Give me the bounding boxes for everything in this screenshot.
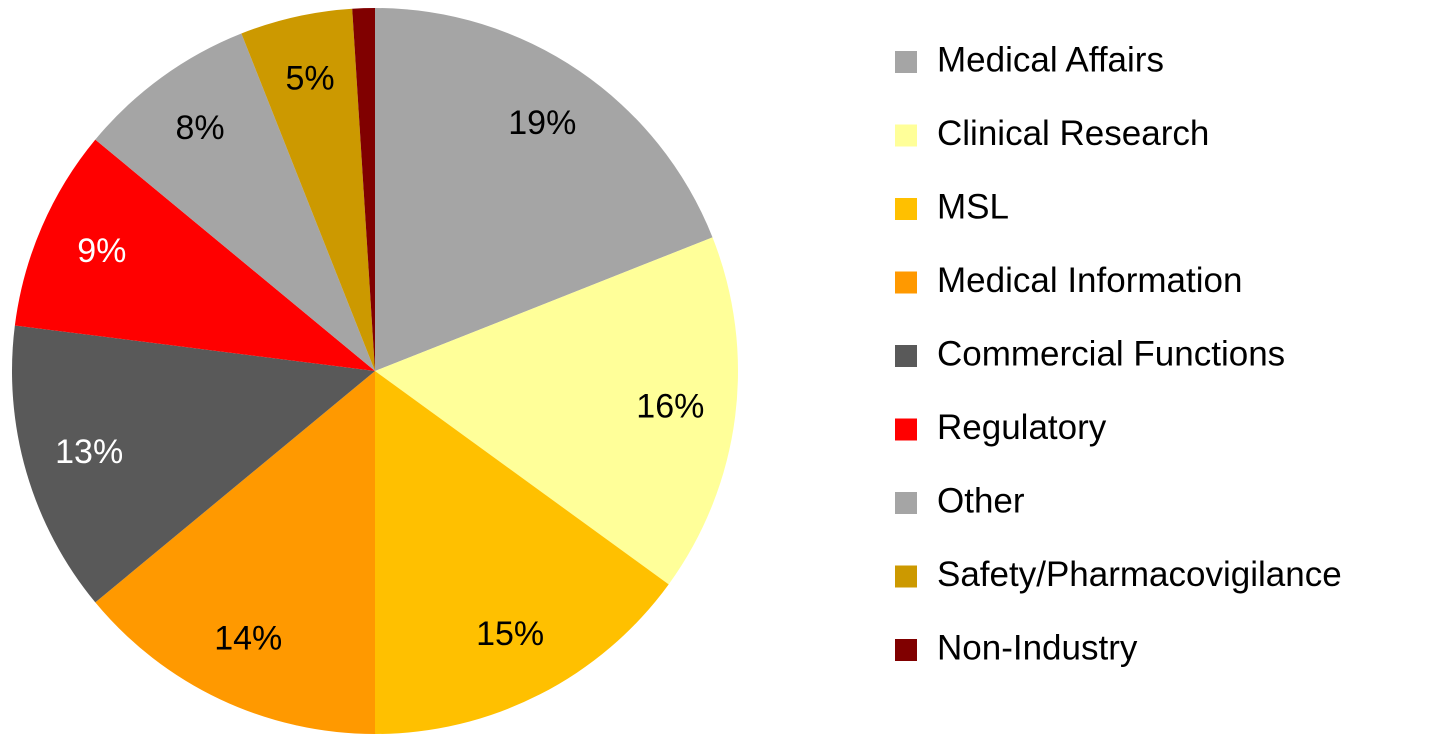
legend-label: Clinical Research — [937, 114, 1209, 153]
data-label: 14% — [214, 619, 282, 657]
pie-slice — [12, 325, 376, 603]
legend-label: Commercial Functions — [937, 334, 1285, 373]
data-label: 15% — [476, 615, 544, 653]
pie-slice — [14, 139, 375, 371]
legend-swatch — [895, 418, 917, 441]
legend-swatch — [895, 124, 917, 147]
legend-label: Medical Information — [937, 261, 1242, 300]
legend-swatch — [895, 345, 917, 367]
legend-label: Regulatory — [937, 408, 1107, 447]
legend-swatch — [895, 565, 917, 588]
pie-slice — [241, 8, 375, 371]
legend-swatch — [895, 198, 917, 220]
legend-label: Medical Affairs — [937, 40, 1164, 79]
pie-slice — [375, 371, 669, 734]
pie-slice — [95, 33, 375, 371]
legend-label: Other — [937, 481, 1025, 520]
legend-swatch — [895, 51, 917, 73]
pie-slice — [375, 237, 738, 585]
legend-label: MSL — [937, 187, 1009, 226]
legend-swatch — [895, 492, 917, 514]
legend-label: Safety/Pharmacovigilance — [937, 555, 1342, 594]
data-label: 5% — [285, 59, 334, 97]
pie-slice — [375, 8, 713, 371]
legend-swatch — [895, 639, 917, 661]
data-label: 13% — [55, 433, 123, 471]
legend-swatch — [895, 271, 917, 294]
pie-slice — [352, 8, 375, 371]
data-label: 9% — [77, 232, 126, 270]
data-label: 16% — [636, 387, 704, 425]
legend-label: Non-Industry — [937, 628, 1138, 667]
pie-slice — [95, 371, 375, 734]
data-label: 19% — [508, 104, 576, 142]
data-label: 8% — [175, 109, 224, 147]
